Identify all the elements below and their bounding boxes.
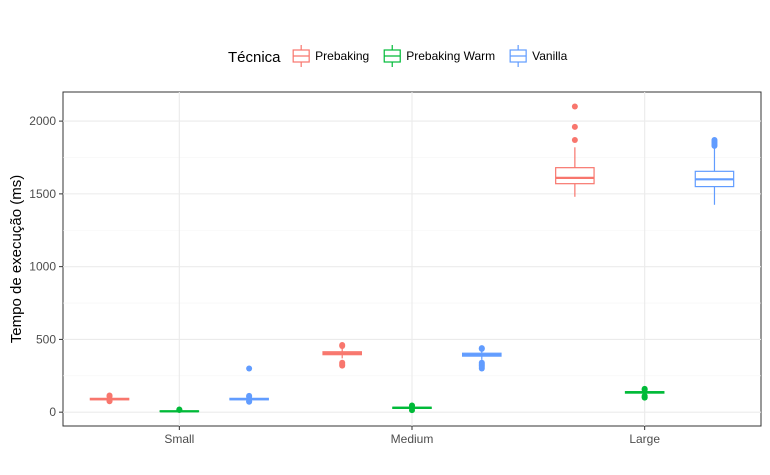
legend-item-prebaking-warm: Prebaking Warm xyxy=(383,45,495,67)
x-tick-label: Medium xyxy=(391,432,434,446)
outlier-point xyxy=(571,137,578,144)
y-tick-label: 1000 xyxy=(29,260,56,274)
legend-label: Prebaking Warm xyxy=(406,49,495,63)
y-tick-label: 2000 xyxy=(29,114,56,128)
x-tick-label: Small xyxy=(164,432,194,446)
legend-item-prebaking: Prebaking xyxy=(292,45,369,67)
box-iqr xyxy=(555,167,595,185)
boxplot-prebaking-warm-small xyxy=(159,406,200,413)
outlier-point xyxy=(339,341,346,348)
outlier-point xyxy=(641,392,648,399)
boxplot-prebaking-medium xyxy=(322,341,362,369)
x-tick-label: Large xyxy=(629,432,660,446)
legend: Técnica Prebaking Prebaking Warm Vanilla xyxy=(228,45,568,67)
legend-label: Vanilla xyxy=(532,49,567,63)
boxplot-vanilla-medium xyxy=(462,345,502,372)
legend-label: Prebaking xyxy=(315,49,369,63)
legend-title: Técnica xyxy=(228,49,281,66)
outlier-point xyxy=(246,398,253,405)
boxplot-prebaking-large xyxy=(555,103,595,197)
boxplot-vanilla-small xyxy=(229,365,269,405)
outlier-point xyxy=(478,359,485,366)
outlier-point xyxy=(246,392,253,399)
boxplot-prebaking-warm-medium xyxy=(392,402,432,414)
outlier-point xyxy=(641,385,648,392)
y-tick-label: 500 xyxy=(36,332,56,346)
outlier-point xyxy=(339,359,346,366)
outlier-point xyxy=(106,392,113,399)
boxplot-prebaking-warm-large xyxy=(624,385,665,401)
outlier-point xyxy=(409,402,415,409)
boxplot-vanilla-large xyxy=(694,137,735,205)
boxplot-prebaking-small xyxy=(89,392,130,405)
y-axis: 0 500 1000 1500 2000 xyxy=(29,114,63,419)
outlier-point xyxy=(571,123,578,130)
outlier-point xyxy=(176,406,183,413)
outlier-point xyxy=(478,345,485,352)
legend-item-vanilla: Vanilla xyxy=(509,45,568,67)
y-tick-label: 0 xyxy=(49,405,56,419)
outlier-point xyxy=(711,137,718,144)
x-axis: Small Medium Large xyxy=(164,426,660,446)
outlier-point xyxy=(246,365,253,372)
y-axis-title: Tempo de execução (ms) xyxy=(8,175,25,343)
outlier-point xyxy=(571,103,578,110)
y-tick-label: 1500 xyxy=(29,187,56,201)
